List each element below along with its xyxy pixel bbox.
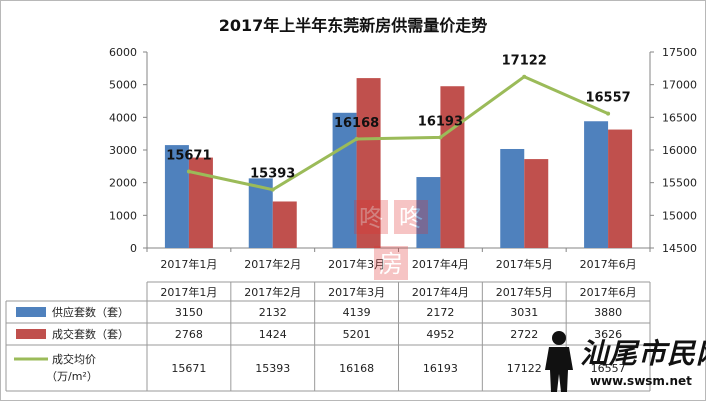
x-tick-label: 2017年3月: [328, 257, 385, 271]
y-right-tick-label: 14500: [662, 242, 697, 255]
price-line: [188, 74, 609, 192]
y-right-tick-label: 15500: [662, 177, 697, 190]
line-point: [354, 137, 359, 142]
watermark-char-3: 房: [379, 250, 403, 278]
data-label: 17122: [502, 54, 547, 69]
watermark: 咚 咚 房: [354, 200, 428, 280]
y-right-tick-label: 17000: [662, 79, 697, 92]
y-left-tick-label: 5000: [109, 79, 137, 92]
table-header-cell: 2017年6月: [580, 285, 637, 299]
bar: [356, 78, 381, 248]
table-header-cell: 2017年5月: [496, 285, 553, 299]
table-cell: 4139: [343, 306, 371, 319]
y-left-tick-label: 1000: [109, 209, 137, 222]
line-point: [522, 74, 527, 79]
y-left-tick-label: 6000: [109, 46, 137, 59]
table-cell: 3880: [594, 306, 622, 319]
site-logo: 汕尾市民网 www.swsm.net: [540, 330, 706, 396]
table-row-label: 成交均价: [52, 352, 96, 366]
table-cell: 15671: [171, 362, 206, 375]
y-right-tick-label: 16000: [662, 144, 697, 157]
x-tick-label: 2017年1月: [160, 257, 217, 271]
line-point: [270, 187, 275, 192]
watermark-char-1: 咚: [359, 204, 383, 232]
bar: [500, 148, 525, 248]
table-row-label: （万/m²）: [46, 370, 98, 383]
table-header-cell: 2017年2月: [244, 285, 301, 299]
table-header-cell: 2017年3月: [328, 285, 385, 299]
legend-swatch: [16, 329, 46, 339]
y-right-tick-label: 16500: [662, 111, 697, 124]
bar: [524, 159, 549, 248]
y-left-tick-label: 0: [130, 242, 137, 255]
table-cell: 3150: [175, 306, 203, 319]
chart-title: 2017年上半年东莞新房供需量价走势: [218, 16, 488, 35]
table-cell: 2768: [175, 328, 203, 341]
table-cell: 3031: [510, 306, 538, 319]
watermark-char-2: 咚: [399, 204, 423, 232]
table-cell: 5201: [343, 328, 371, 341]
table-cell: 2132: [259, 306, 287, 319]
y-right-tick-label: 15000: [662, 209, 697, 222]
data-label: 15671: [166, 148, 211, 163]
x-tick-label: 2017年4月: [412, 257, 469, 271]
logo-url: www.swsm.net: [590, 374, 692, 388]
table-cell: 16168: [339, 362, 374, 375]
bar: [272, 201, 297, 248]
bar: [440, 86, 465, 248]
bar: [584, 121, 609, 248]
bar: [416, 177, 441, 248]
x-tick-label: 2017年2月: [244, 257, 301, 271]
table-cell: 16193: [423, 362, 458, 375]
data-label: 16557: [585, 91, 630, 106]
bar: [608, 129, 633, 248]
data-label: 15393: [250, 167, 295, 182]
x-tick-label: 2017年5月: [496, 257, 553, 271]
table-row-label: 供应套数（套）: [52, 305, 129, 319]
y-left-tick-label: 4000: [109, 111, 137, 124]
bar: [164, 145, 189, 248]
table-header-cell: 2017年4月: [412, 285, 469, 299]
y-right-tick-label: 17500: [662, 46, 697, 59]
table-cell: 15393: [255, 362, 290, 375]
line-point: [606, 111, 611, 116]
table-cell: 1424: [259, 328, 287, 341]
table-cell: 2172: [426, 306, 454, 319]
table-cell: 3626: [594, 328, 622, 341]
y-left-tick-label: 3000: [109, 144, 137, 157]
table-header-cell: 2017年1月: [160, 285, 217, 299]
data-label: 16193: [418, 114, 463, 129]
table-cell: 4952: [426, 328, 454, 341]
logo-text: 汕尾市民网: [580, 337, 706, 370]
bar: [332, 112, 357, 248]
y-left-tick-label: 2000: [109, 177, 137, 190]
line-point: [186, 169, 191, 174]
legend-swatch: [16, 307, 46, 317]
table-cell: 16557: [591, 362, 626, 375]
x-tick-label: 2017年6月: [580, 257, 637, 271]
table-cell: 17122: [507, 362, 542, 375]
table-row-label: 成交套数（套）: [52, 327, 129, 341]
person-silhouette-icon: [545, 331, 573, 392]
data-label: 16168: [334, 116, 379, 131]
table-cell: 2722: [510, 328, 538, 341]
line-point: [438, 135, 443, 140]
